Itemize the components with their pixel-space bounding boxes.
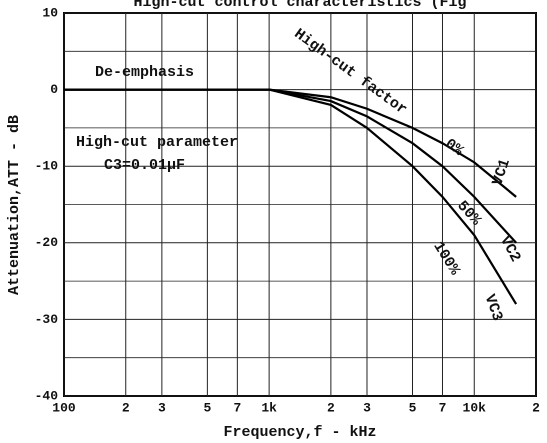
annotation: De-emphasis [95,64,194,81]
x-tick-label: 10k [463,400,487,415]
x-tick-label: 5 [203,400,211,415]
legend-entry: 100% [429,239,463,279]
y-tick-label: -40 [35,388,59,403]
y-tick-label: -30 [35,312,59,327]
x-tick-label: 100 [52,400,76,415]
annotation: VC1 [489,157,514,188]
annotation: High-cut parameter [76,134,238,151]
annotation: VC3 [481,292,506,323]
x-axis-label: Frequency,f - kHz [223,424,376,441]
line-series [64,88,518,305]
x-tick-label: 5 [409,400,417,415]
chart-title: High-cut control characteristics (Fig [133,0,466,11]
annotation: VC2 [496,233,524,265]
x-tick-label: 7 [233,400,241,415]
annotation: C3=0.01μF [104,157,185,174]
y-tick-label: -10 [35,159,59,174]
x-tick-label: 3 [158,400,166,415]
x-tick-label: 1k [261,400,277,415]
annotation: High-cut factor [291,26,410,119]
y-tick-label: -20 [35,235,59,250]
x-tick-label: 7 [439,400,447,415]
x-tick-label: 2 [122,400,130,415]
x-tick-label: 3 [363,400,371,415]
x-tick-label: 2 [532,400,540,415]
y-tick-label: 0 [50,82,58,97]
x-tick-label: 2 [327,400,335,415]
y-axis-label: Attenuation,ATT - dB [6,115,23,295]
y-tick-label: 10 [42,5,58,20]
